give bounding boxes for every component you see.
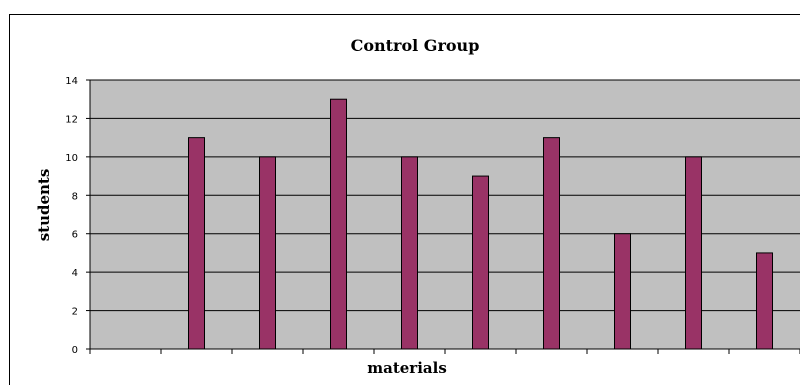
y-tick-label: 4 bbox=[72, 268, 78, 279]
y-tick-label: 6 bbox=[72, 230, 78, 241]
plot-area bbox=[90, 79, 800, 350]
bar bbox=[756, 252, 773, 350]
bar bbox=[614, 233, 631, 350]
chart-title: Control Group bbox=[351, 36, 480, 55]
bar bbox=[188, 137, 205, 350]
bar bbox=[685, 156, 702, 350]
bar bbox=[330, 98, 347, 350]
y-axis-label: students bbox=[35, 169, 53, 242]
bar bbox=[259, 156, 276, 350]
y-axis-ticks: 0 2 4 6 8 10 12 14 bbox=[65, 76, 800, 356]
bar bbox=[472, 175, 489, 350]
bars-group bbox=[188, 98, 773, 350]
bar bbox=[543, 137, 560, 350]
y-tick-label: 10 bbox=[65, 153, 78, 164]
y-tick-label: 14 bbox=[65, 76, 78, 87]
y-tick-label: 8 bbox=[72, 191, 78, 202]
bar bbox=[401, 156, 418, 350]
plot-background bbox=[90, 80, 800, 349]
y-tick-label: 2 bbox=[72, 307, 78, 318]
y-tick-label: 12 bbox=[65, 114, 78, 125]
x-axis-label: materials bbox=[367, 359, 447, 377]
y-tick-label: 0 bbox=[72, 345, 78, 356]
